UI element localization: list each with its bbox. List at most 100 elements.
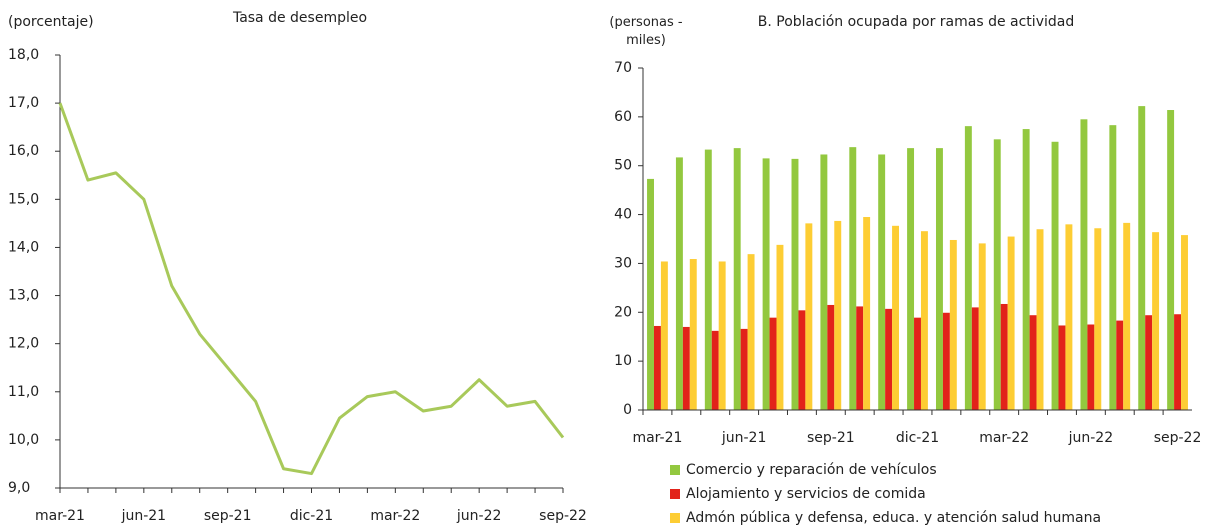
x-tick-label: sep-22 [539,508,587,524]
bar [660,261,668,410]
legend-label: Comercio y reparación de vehículos [686,462,937,478]
x-tick-label: sep-21 [204,508,252,524]
y-tick-label: 12,0 [8,336,39,352]
y-tick-label: 14,0 [8,239,39,255]
bar [914,317,921,410]
y-tick-label: 20 [614,304,632,320]
y-tick-label: 10,0 [8,432,39,448]
x-tick-label: mar-22 [979,430,1029,446]
bar [769,317,777,410]
y-tick-label: 60 [614,109,632,125]
x-tick-label: dic-21 [290,508,333,524]
bar [820,154,828,410]
bar [1123,222,1131,410]
bar [1065,224,1073,410]
bar [747,254,755,410]
bar [1174,314,1182,410]
line-series [58,102,565,476]
bar [1167,110,1175,410]
bar [935,148,943,410]
bar [776,244,784,410]
bar [1007,236,1015,410]
bar [856,306,864,410]
y-axis-label: (personas - miles) [609,15,683,48]
bar [1058,325,1066,410]
legend-swatch [670,489,680,499]
x-tick-label: jun-22 [456,508,502,524]
y-tick-label: 17,0 [8,95,39,111]
bar [682,326,690,410]
x-tick-label: sep-22 [1154,430,1202,446]
chart-title: B. Población ocupada por ramas de activi… [758,14,1074,30]
legend-label: Admón pública y defensa, educa. y atenci… [686,510,1101,526]
x-tick-label: mar-21 [632,430,682,446]
bar [1022,129,1030,411]
bar [1152,232,1160,410]
bar [834,220,842,410]
x-tick-label: jun-21 [721,430,767,446]
bar [762,158,770,410]
bar [863,217,871,410]
x-tick-label: sep-21 [807,430,855,446]
x-tick-label: dic-21 [896,430,939,446]
bar [907,148,915,410]
bar [1138,106,1146,410]
bar [892,225,900,410]
bar [1051,141,1059,410]
bar [1145,315,1153,410]
bar [878,154,886,410]
y-tick-label: 13,0 [8,288,39,304]
bar [1029,315,1037,410]
x-tick-label: mar-22 [370,508,420,524]
bar [1087,324,1095,410]
bar [1036,229,1044,410]
chart-title: Tasa de desempleo [232,10,367,26]
bar [653,325,661,410]
bar [798,310,806,410]
bar [675,157,683,410]
y-tick-label: 10 [614,353,632,369]
bar [1109,125,1117,411]
legend-swatch [670,465,680,475]
bar [704,149,712,410]
bar [1094,228,1102,410]
legend-swatch [670,513,680,523]
bar [718,261,726,410]
x-tick-label: mar-21 [35,508,85,524]
y-tick-label: 70 [614,60,632,76]
y-axis-label: (porcentaje) [8,14,94,30]
bar [993,139,1001,410]
y-tick-label: 0 [623,402,632,418]
bar [942,312,950,410]
y-tick-label: 9,0 [8,480,30,496]
y-tick-label: 18,0 [8,47,39,63]
y-tick-label: 16,0 [8,143,39,159]
bar [740,328,748,410]
x-tick-label: jun-22 [1068,430,1114,446]
bar [849,147,857,411]
y-tick-label: 15,0 [8,191,39,207]
y-tick-label: 40 [614,207,632,223]
bar [1080,119,1088,411]
bar [689,259,697,410]
bar [1116,320,1124,410]
y-tick-label: 50 [614,158,632,174]
bar [647,178,654,410]
legend-label: Alojamiento y servicios de comida [686,486,926,502]
bar [885,308,893,410]
bar [971,307,979,410]
bar [949,239,957,410]
bar [1181,235,1188,410]
bar [920,231,928,410]
bar [827,304,835,410]
bar [791,158,799,410]
bar [805,223,813,410]
bar [964,126,972,410]
bar [1000,303,1008,410]
bar [733,148,741,410]
bar [711,330,719,410]
x-tick-label: jun-21 [121,508,167,524]
bar [978,243,986,410]
